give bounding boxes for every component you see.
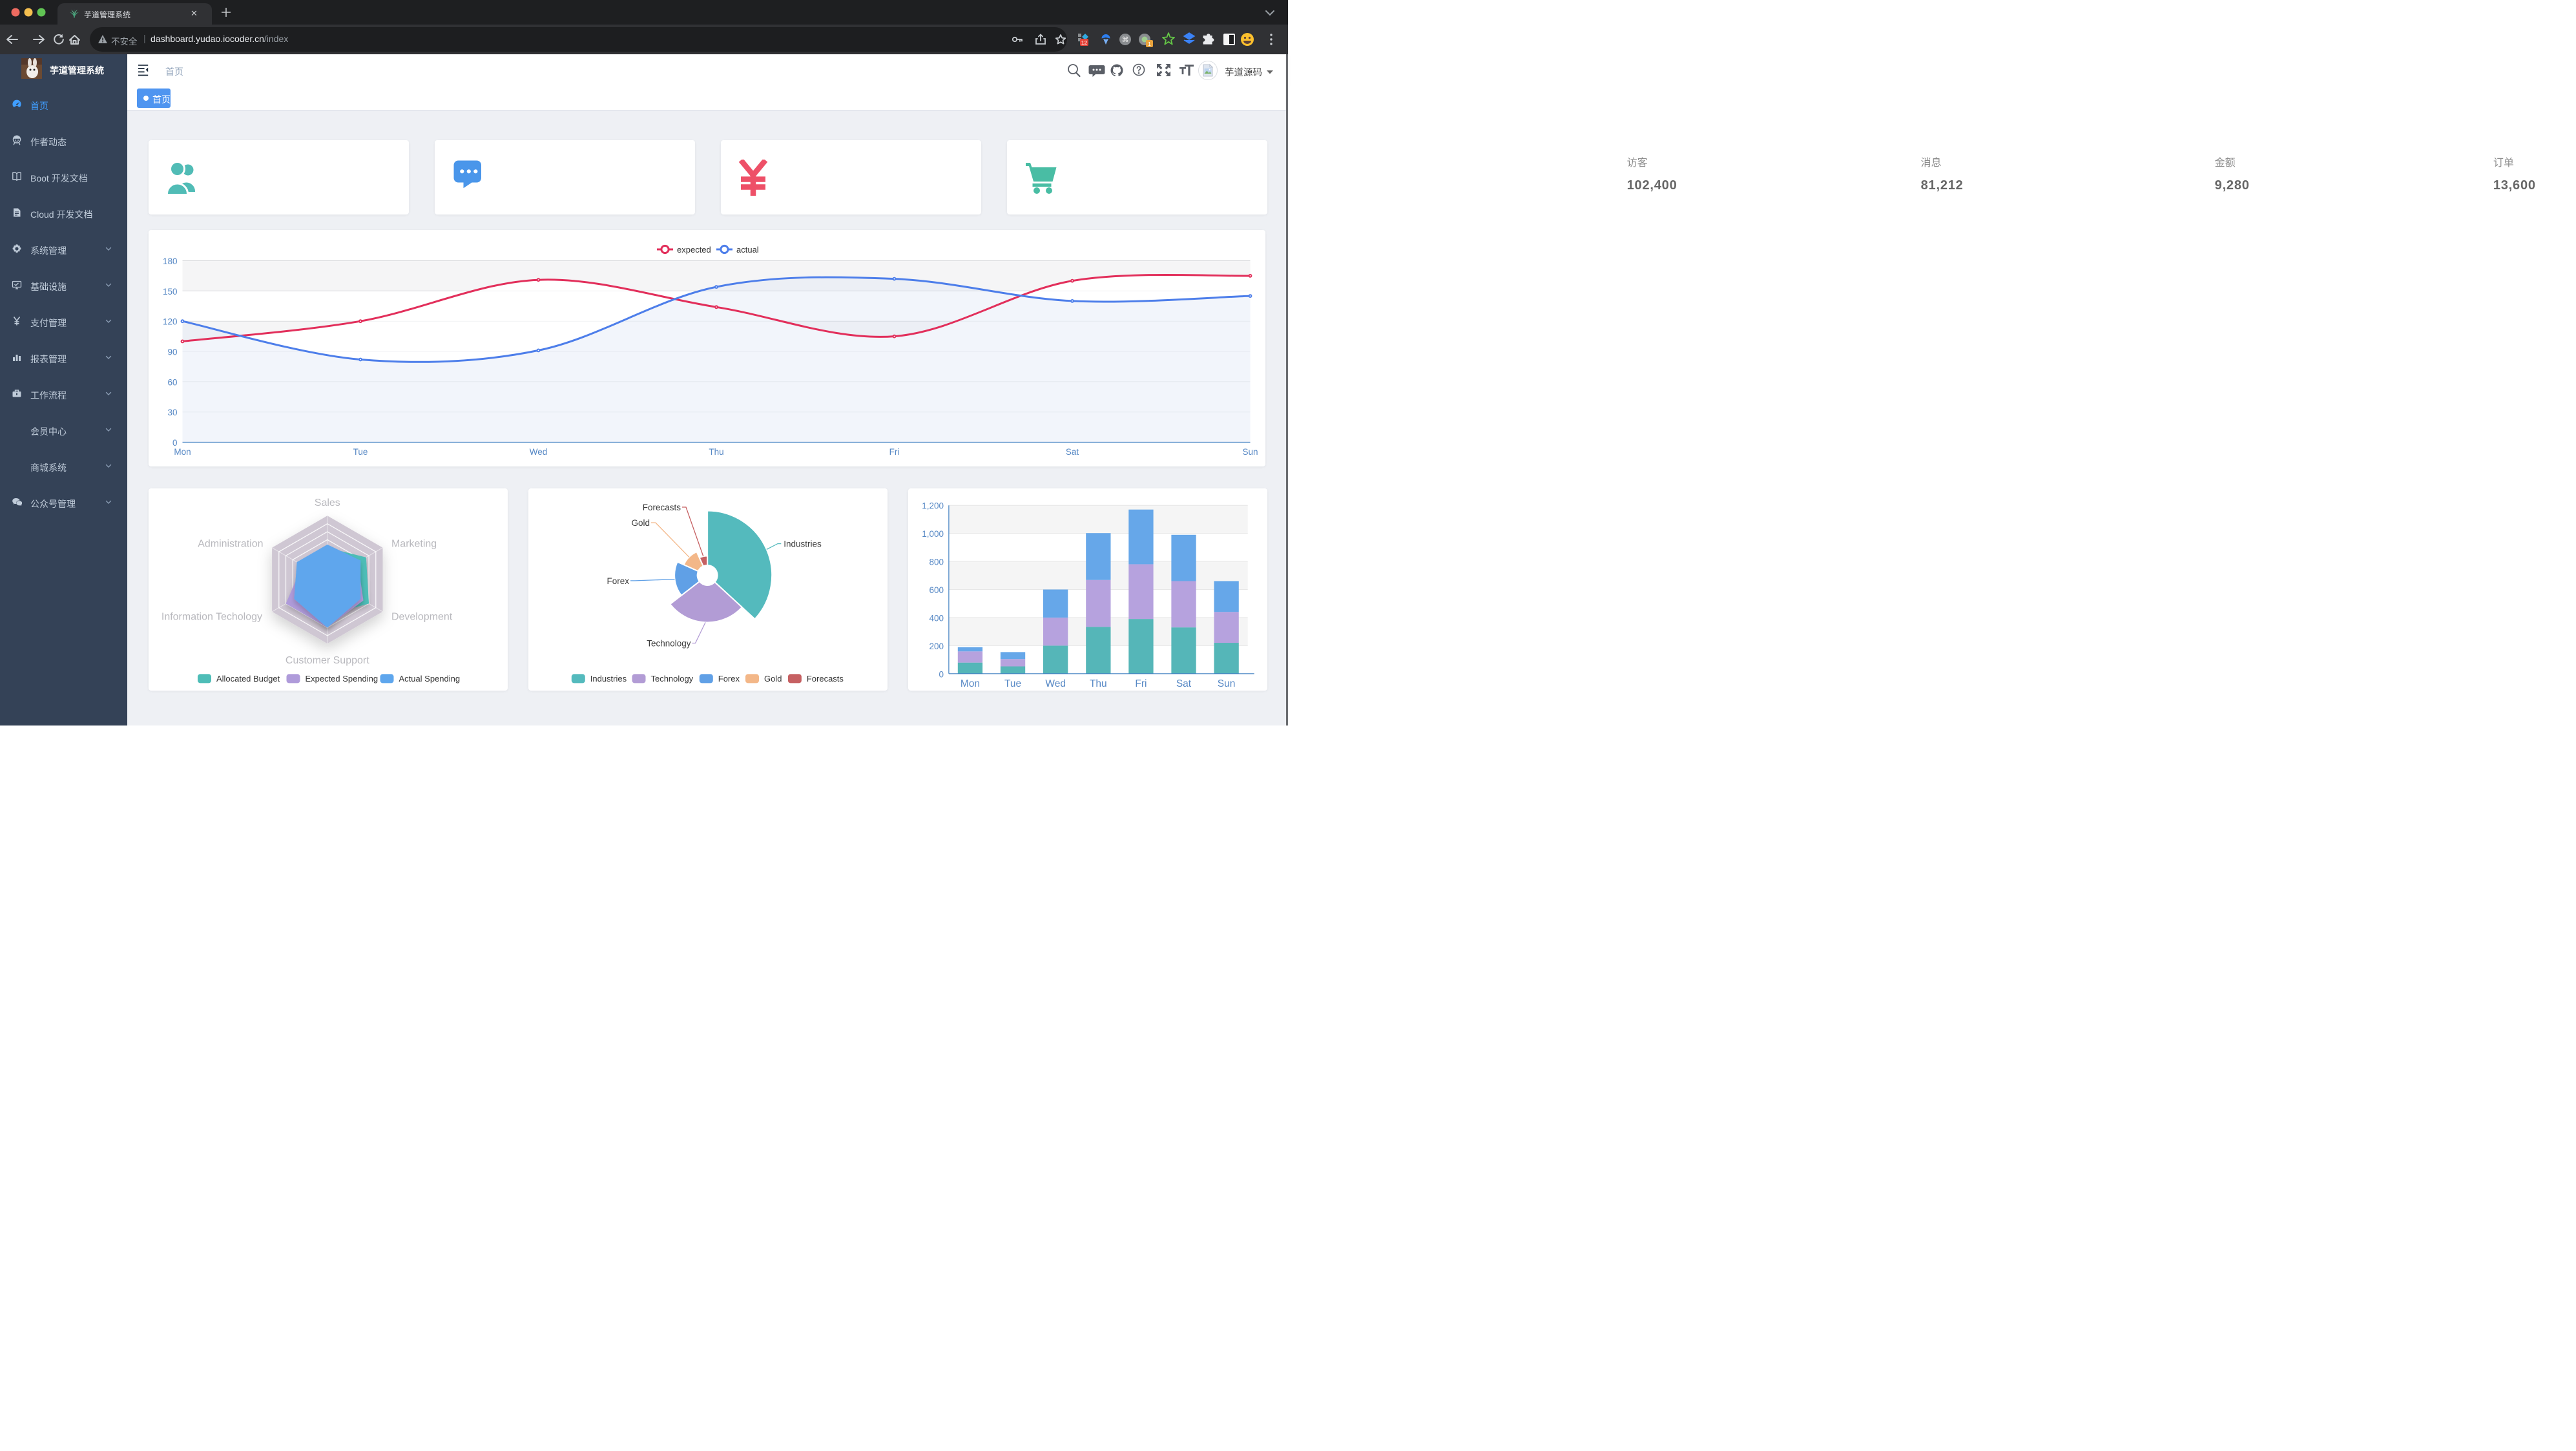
svg-text:Industries: Industries bbox=[590, 674, 627, 684]
svg-text:actual: actual bbox=[736, 245, 759, 255]
svg-text:Forex: Forex bbox=[607, 576, 629, 586]
svg-text:Actual Spending: Actual Spending bbox=[399, 674, 460, 684]
svg-text:Expected Spending: Expected Spending bbox=[305, 674, 378, 684]
svg-text:Forecasts: Forecasts bbox=[642, 503, 680, 512]
svg-text:12: 12 bbox=[1081, 39, 1088, 46]
svg-text:Mon: Mon bbox=[961, 678, 980, 689]
svg-text:400: 400 bbox=[929, 613, 944, 623]
svg-text:Technology: Technology bbox=[647, 638, 691, 648]
svg-text:Marketing: Marketing bbox=[391, 539, 436, 550]
svg-text:1: 1 bbox=[1148, 41, 1151, 47]
svg-text:600: 600 bbox=[929, 585, 944, 595]
svg-text:Forex: Forex bbox=[718, 674, 740, 684]
svg-text:1,000: 1,000 bbox=[922, 529, 944, 539]
svg-text:Fri: Fri bbox=[1135, 678, 1147, 689]
svg-text:Administration: Administration bbox=[198, 539, 263, 550]
svg-text:Wed: Wed bbox=[1045, 678, 1066, 689]
svg-text:180: 180 bbox=[162, 256, 177, 266]
svg-text:Wed: Wed bbox=[529, 447, 547, 457]
svg-text:0: 0 bbox=[172, 438, 177, 448]
svg-text:Sales: Sales bbox=[314, 497, 340, 508]
svg-text:Gold: Gold bbox=[764, 674, 782, 684]
svg-text:200: 200 bbox=[929, 642, 944, 651]
svg-text:Sun: Sun bbox=[1218, 678, 1236, 689]
svg-text:800: 800 bbox=[929, 558, 944, 567]
svg-text:Mon: Mon bbox=[174, 447, 191, 457]
svg-text:90: 90 bbox=[167, 347, 177, 357]
svg-text:Tue: Tue bbox=[353, 447, 368, 457]
svg-text:Thu: Thu bbox=[1090, 678, 1107, 689]
svg-text:Fri: Fri bbox=[889, 447, 899, 457]
svg-text:Information Techology: Information Techology bbox=[161, 611, 262, 622]
svg-text:150: 150 bbox=[162, 286, 177, 296]
svg-text:expected: expected bbox=[677, 245, 711, 255]
svg-text:120: 120 bbox=[162, 317, 177, 326]
svg-text:60: 60 bbox=[167, 377, 177, 387]
svg-text:Sun: Sun bbox=[1242, 447, 1258, 457]
svg-text:Thu: Thu bbox=[709, 447, 723, 457]
svg-text:Technology: Technology bbox=[650, 674, 693, 684]
svg-text:⌘: ⌘ bbox=[1122, 36, 1129, 44]
svg-text:Tue: Tue bbox=[1004, 678, 1021, 689]
svg-text:Development: Development bbox=[391, 611, 452, 622]
svg-text:Sat: Sat bbox=[1176, 678, 1192, 689]
svg-text:Gold: Gold bbox=[631, 518, 649, 528]
svg-text:Allocated Budget: Allocated Budget bbox=[216, 674, 280, 684]
svg-text:Industries: Industries bbox=[784, 539, 822, 549]
svg-text:1,200: 1,200 bbox=[922, 501, 944, 511]
svg-text:Sat: Sat bbox=[1065, 447, 1079, 457]
svg-text:Forecasts: Forecasts bbox=[807, 674, 844, 684]
svg-text:0: 0 bbox=[939, 669, 944, 679]
svg-text:Customer Support: Customer Support bbox=[285, 655, 369, 666]
svg-text:30: 30 bbox=[167, 408, 177, 417]
